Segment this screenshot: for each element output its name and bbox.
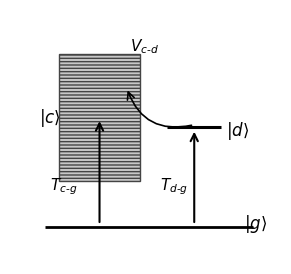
Text: $|d\rangle$: $|d\rangle$ (226, 120, 249, 142)
Text: $|g\rangle$: $|g\rangle$ (244, 213, 267, 235)
Text: $T_{d\text{-}g}$: $T_{d\text{-}g}$ (160, 177, 189, 197)
Text: $|c\rangle$: $|c\rangle$ (39, 107, 60, 129)
Bar (59, 54, 140, 181)
FancyArrowPatch shape (127, 92, 191, 127)
Text: $V_{c\text{-}d}$: $V_{c\text{-}d}$ (130, 37, 159, 56)
Text: $T_{c\text{-}g}$: $T_{c\text{-}g}$ (50, 177, 77, 197)
